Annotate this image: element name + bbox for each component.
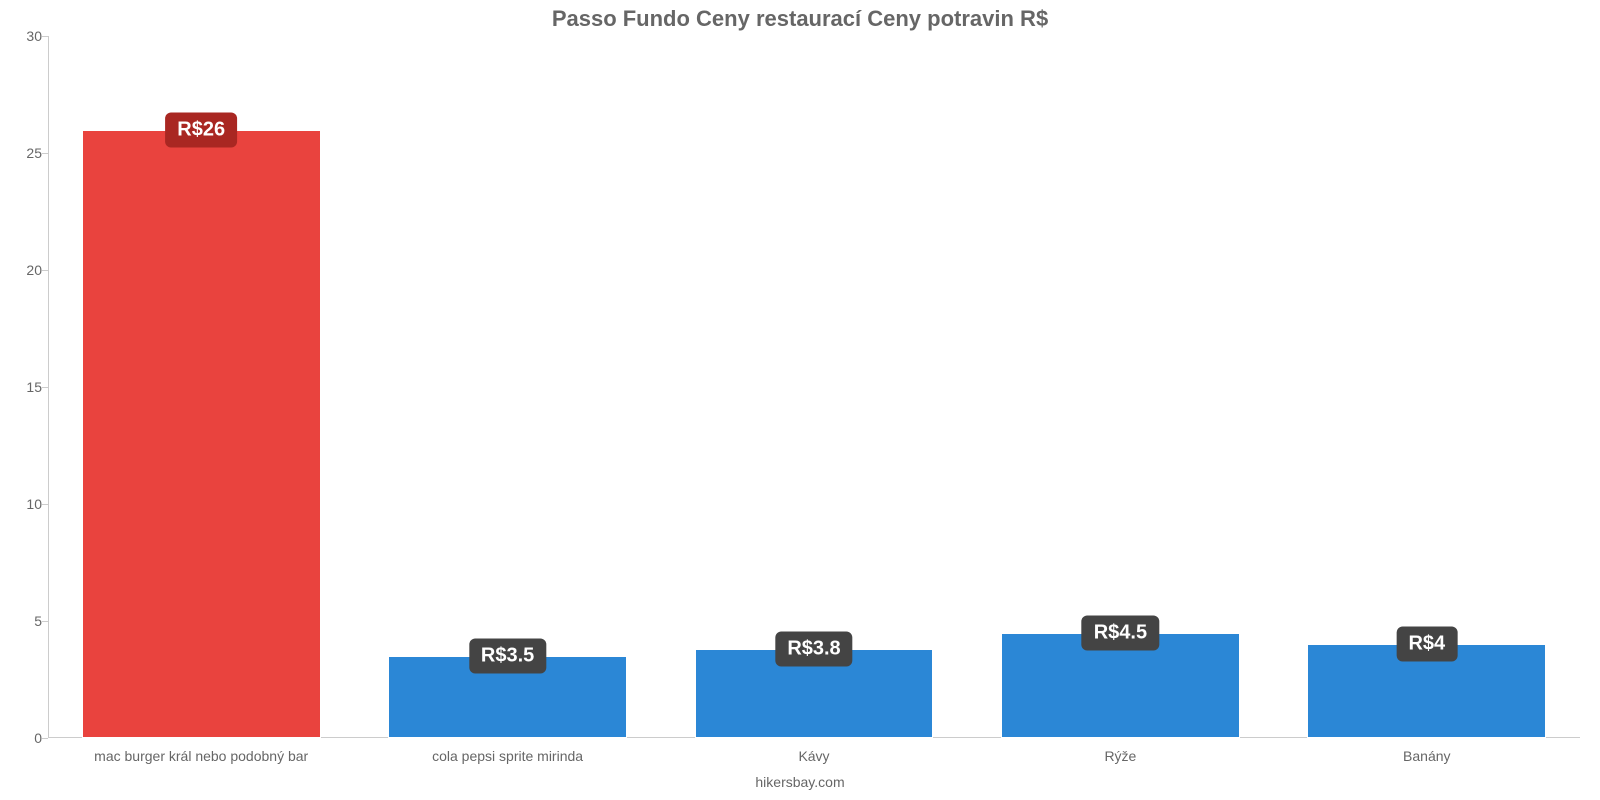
y-tick-label: 30 xyxy=(8,28,42,44)
bar xyxy=(82,130,321,738)
credit-text: hikersbay.com xyxy=(0,774,1600,790)
x-tick-label: Kávy xyxy=(798,748,829,764)
chart-container: Passo Fundo Ceny restaurací Ceny potravi… xyxy=(0,0,1600,800)
value-badge: R$3.5 xyxy=(469,639,546,674)
x-tick-label: Banány xyxy=(1403,748,1450,764)
y-tick-label: 0 xyxy=(8,730,42,746)
y-tick-mark xyxy=(42,738,48,739)
y-tick-mark xyxy=(42,36,48,37)
y-tick-mark xyxy=(42,621,48,622)
value-badge: R$4 xyxy=(1396,627,1457,662)
y-tick-label: 5 xyxy=(8,613,42,629)
value-badge: R$26 xyxy=(165,112,237,147)
y-tick-mark xyxy=(42,387,48,388)
y-tick-label: 15 xyxy=(8,379,42,395)
y-tick-mark xyxy=(42,153,48,154)
value-badge: R$3.8 xyxy=(775,632,852,667)
y-tick-label: 10 xyxy=(8,496,42,512)
chart-title: Passo Fundo Ceny restaurací Ceny potravi… xyxy=(0,6,1600,32)
plot-area: R$26R$3.5R$3.8R$4.5R$4 051015202530 mac … xyxy=(48,36,1580,738)
x-tick-label: cola pepsi sprite mirinda xyxy=(432,748,583,764)
x-tick-label: mac burger král nebo podobný bar xyxy=(94,748,308,764)
x-tick-label: Rýže xyxy=(1104,748,1136,764)
value-badge: R$4.5 xyxy=(1082,615,1159,650)
y-tick-label: 25 xyxy=(8,145,42,161)
y-tick-label: 20 xyxy=(8,262,42,278)
y-tick-mark xyxy=(42,504,48,505)
y-tick-mark xyxy=(42,270,48,271)
bars-layer: R$26 R$3.5 R$3.8 R$4.5 R$4 xyxy=(48,36,1580,738)
